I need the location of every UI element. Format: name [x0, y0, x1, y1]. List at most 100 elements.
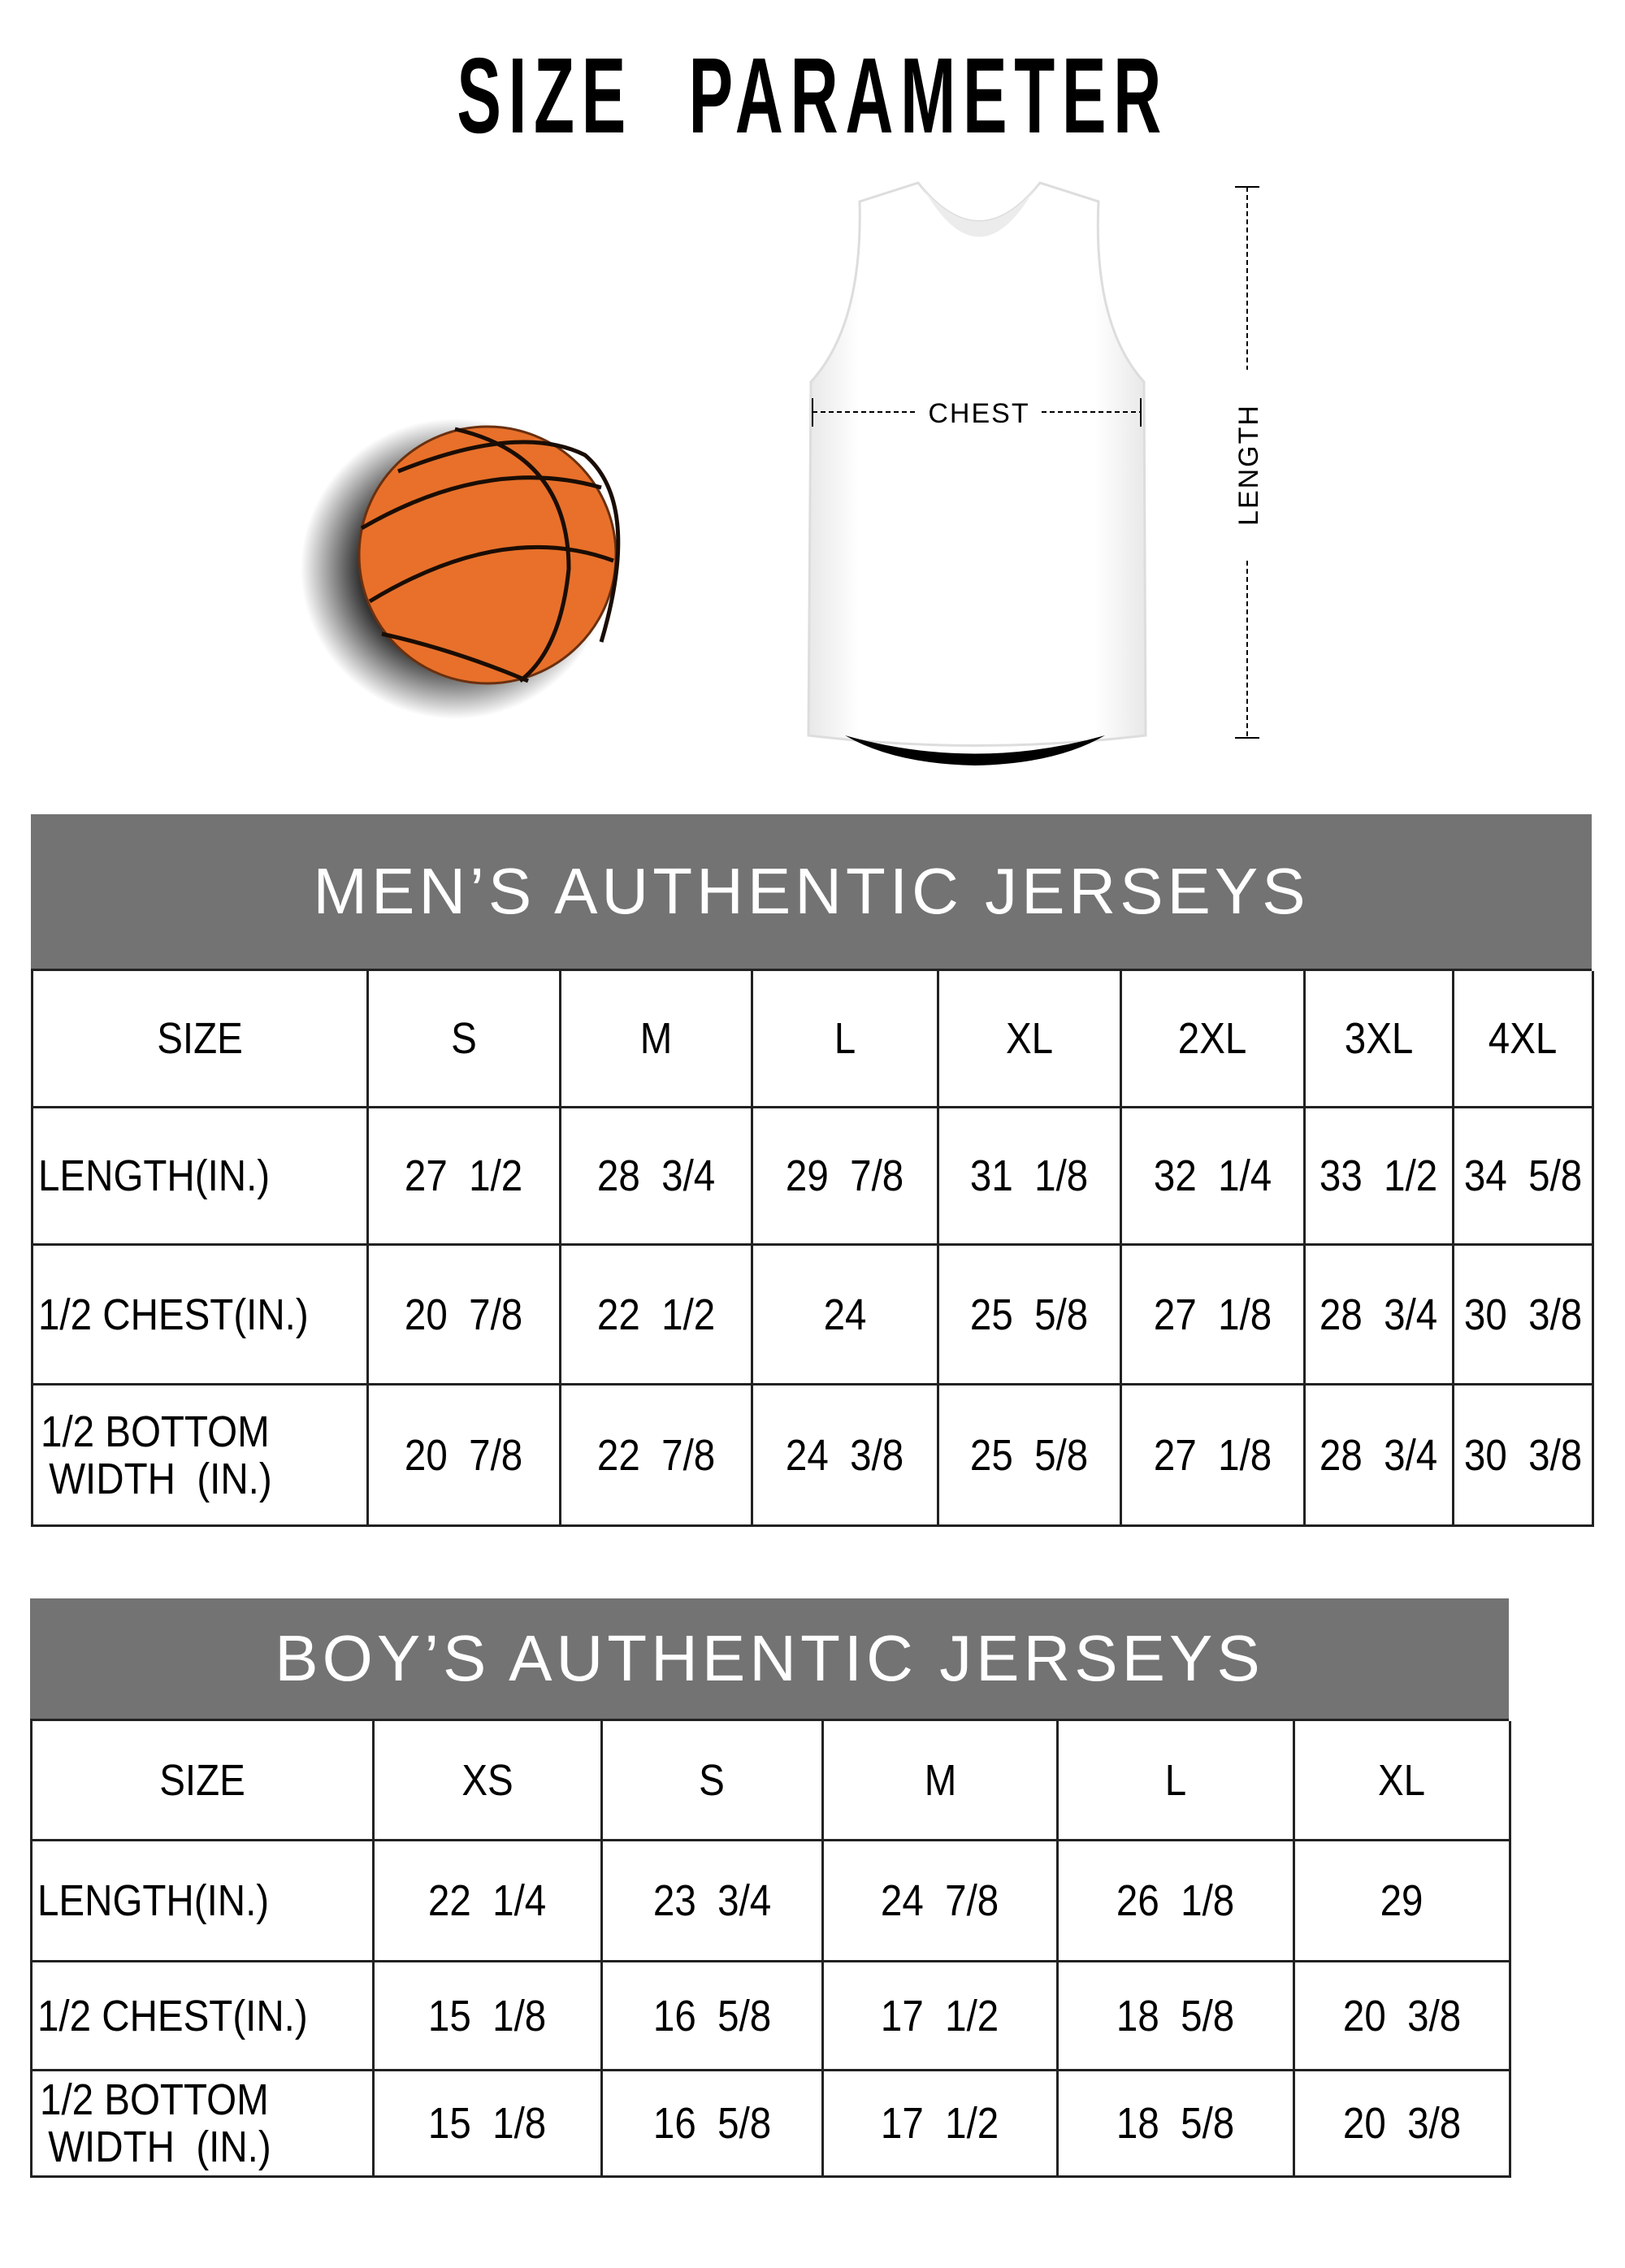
table-cell-text: 24 3/8	[786, 1430, 904, 1480]
table-cell: 22 1/2	[561, 1246, 753, 1386]
size-column-header: 3XL	[1306, 971, 1454, 1108]
row-label: LENGTH(IN.)	[33, 1108, 369, 1246]
table-cell-text: 24 7/8	[881, 1876, 999, 1925]
table-cell: 20 7/8	[369, 1386, 561, 1527]
size-column-header-text: L	[834, 1014, 856, 1063]
table-cell: 15 1/8	[375, 2071, 603, 2178]
table-cell: 25 5/8	[939, 1386, 1122, 1527]
table-cell-text: 30 3/8	[1463, 1430, 1583, 1480]
size-header: SIZE	[33, 971, 369, 1108]
table-cell: 27 1/2	[369, 1108, 561, 1246]
table-cell-text: 28 3/4	[596, 1151, 716, 1200]
table-cell-text: 28 3/4	[1320, 1430, 1438, 1480]
row-label: 1/2 CHEST(IN.)	[33, 1246, 369, 1386]
table-cell-text: 20 3/8	[1342, 1991, 1462, 2040]
table-cell: 34 5/8	[1454, 1108, 1594, 1246]
table-cell-text: 29 7/8	[786, 1151, 904, 1200]
table-cell: 24 7/8	[824, 1841, 1059, 1962]
page-title: SIZE PARAMETER	[457, 36, 1168, 155]
table-cell: 16 5/8	[603, 2071, 824, 2178]
table-cell: 29 7/8	[753, 1108, 939, 1246]
row-label-text: 1/2 CHEST(IN.)	[37, 1991, 308, 2040]
table-cell-text: 27 1/8	[1153, 1290, 1272, 1339]
size-column-header: 4XL	[1454, 971, 1594, 1108]
table-cell: 33 1/2	[1306, 1108, 1454, 1246]
size-header-text: SIZE	[159, 1755, 245, 1805]
table-cell: 30 3/8	[1454, 1386, 1594, 1527]
table-cell: 20 3/8	[1295, 2071, 1511, 2178]
table-cell: 18 5/8	[1059, 2071, 1295, 2178]
row-label: 1/2 BOTTOM WIDTH (IN.)	[32, 2071, 375, 2178]
size-column-header: M	[824, 1721, 1059, 1841]
table-cell-text: 28 3/4	[1320, 1290, 1438, 1339]
row-label-text: 1/2 BOTTOM WIDTH (IN.)	[40, 2075, 271, 2171]
table-cell-text: 16 5/8	[652, 2099, 772, 2148]
table-cell: 18 5/8	[1059, 1962, 1295, 2071]
size-column-header-text: M	[924, 1755, 956, 1805]
size-column-header: M	[561, 971, 753, 1108]
table-cell-text: 18 5/8	[1116, 1991, 1235, 2040]
table-cell: 25 5/8	[939, 1246, 1122, 1386]
table-cell: 27 1/8	[1122, 1386, 1306, 1527]
table-cell: 28 3/4	[561, 1108, 753, 1246]
size-column-header: S	[369, 971, 561, 1108]
table-cell: 31 1/8	[939, 1108, 1122, 1246]
row-label-text: 1/2 CHEST(IN.)	[38, 1290, 309, 1339]
table-cell-text: 22 7/8	[596, 1430, 716, 1480]
size-column-header: L	[1059, 1721, 1295, 1841]
table-cell: 28 3/4	[1306, 1246, 1454, 1386]
table-cell-text: 18 5/8	[1116, 2099, 1235, 2148]
boys-size-table: BOY’S AUTHENTIC JERSEYS SIZE XS S M L XL LENGT…	[30, 1598, 1511, 2178]
table-cell-text: 25 5/8	[970, 1430, 1089, 1480]
row-label: 1/2 BOTTOM WIDTH (IN.)	[33, 1386, 369, 1527]
size-column-header: L	[753, 971, 939, 1108]
table-cell-text: 33 1/2	[1320, 1151, 1438, 1200]
table-cell: 28 3/4	[1306, 1386, 1454, 1527]
row-label-text: 1/2 BOTTOM WIDTH (IN.)	[41, 1407, 272, 1503]
table-cell: 22 1/4	[375, 1841, 603, 1962]
row-label-text: LENGTH(IN.)	[37, 1876, 270, 1925]
table-cell: 16 5/8	[603, 1962, 824, 2071]
table-cell-text: 32 1/4	[1153, 1151, 1272, 1200]
table-cell: 17 1/2	[824, 1962, 1059, 2071]
table-cell: 29	[1295, 1841, 1511, 1962]
size-column-header: 2XL	[1122, 971, 1306, 1108]
size-column-header-text: XL	[1005, 1014, 1054, 1063]
length-label: LENGTH	[1233, 404, 1264, 526]
size-column-header-text: M	[639, 1014, 673, 1063]
table-cell-text: 15 1/8	[428, 2099, 547, 2148]
size-column-header: S	[603, 1721, 824, 1841]
table-cell-text: 20 7/8	[405, 1430, 523, 1480]
table-cell-text: 29	[1380, 1876, 1424, 1925]
table-cell-text: 24	[823, 1290, 867, 1339]
size-column-header: XS	[375, 1721, 603, 1841]
size-column-header-text: 4XL	[1488, 1014, 1558, 1063]
table-cell: 17 1/2	[824, 2071, 1059, 2178]
table-cell: 20 7/8	[369, 1246, 561, 1386]
row-label: 1/2 CHEST(IN.)	[32, 1962, 375, 2071]
table-cell-text: 31 1/8	[970, 1151, 1089, 1200]
chest-measure: CHEST	[812, 398, 1142, 429]
basketball-icon	[301, 418, 621, 719]
table-cell-text: 15 1/8	[428, 1991, 547, 2040]
size-column-header-text: 2XL	[1178, 1014, 1247, 1063]
size-column-header-text: XS	[462, 1755, 514, 1805]
size-column-header-text: 3XL	[1344, 1014, 1414, 1063]
table-cell-text: 16 5/8	[652, 1991, 772, 2040]
table-cell: 22 7/8	[561, 1386, 753, 1527]
size-column-header-text: S	[451, 1014, 477, 1063]
jersey-icon	[807, 181, 1147, 765]
size-column-header-text: L	[1164, 1755, 1187, 1805]
table-cell-text: 20 3/8	[1342, 2099, 1462, 2148]
mens-size-table: MEN’S AUTHENTIC JERSEYS SIZE S M L XL 2XL 3XL 4…	[31, 814, 1594, 1527]
table-cell-text: 17 1/2	[881, 1991, 999, 2040]
table-cell-text: 30 3/8	[1463, 1290, 1583, 1339]
table-cell: 32 1/4	[1122, 1108, 1306, 1246]
table-cell-text: 34 5/8	[1463, 1151, 1583, 1200]
table-cell-text: 27 1/8	[1153, 1430, 1272, 1480]
size-header-text: SIZE	[157, 1014, 243, 1063]
chest-label: CHEST	[928, 398, 1029, 429]
table-cell-text: 17 1/2	[881, 2099, 999, 2148]
table-cell-text: 26 1/8	[1116, 1876, 1235, 1925]
row-label: LENGTH(IN.)	[32, 1841, 375, 1962]
